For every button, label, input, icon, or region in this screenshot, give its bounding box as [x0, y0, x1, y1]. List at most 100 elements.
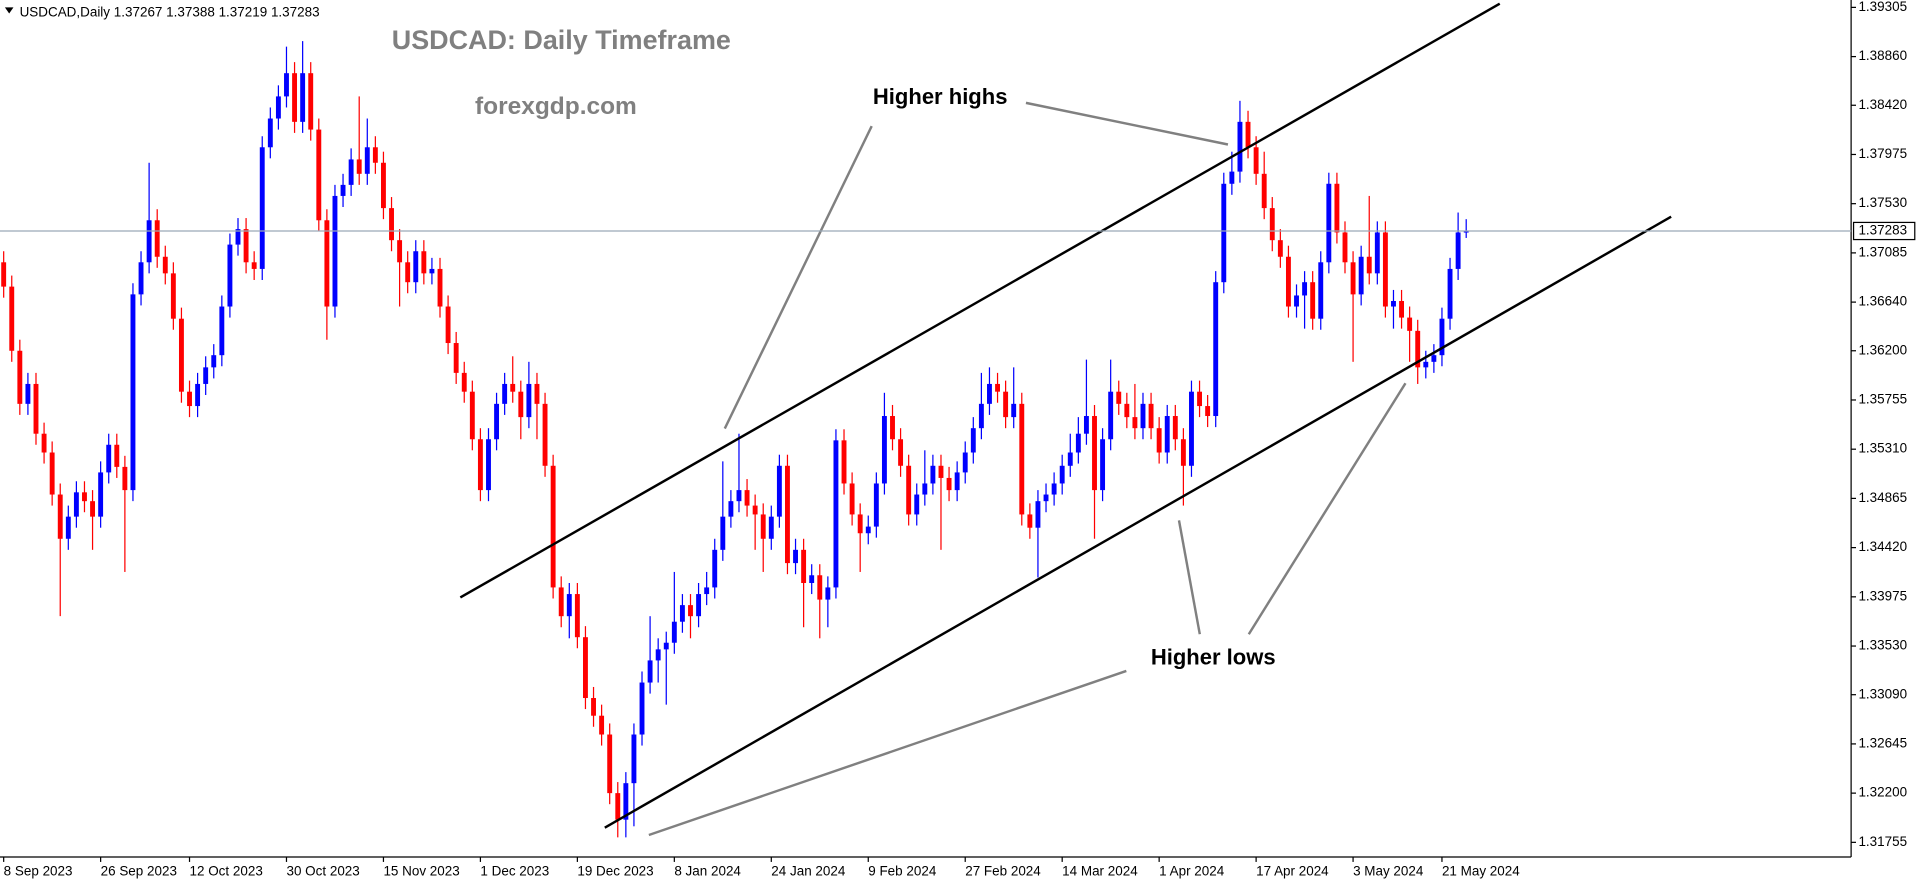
- y-tick-label: 1.36640: [1858, 294, 1907, 309]
- y-tick-label: 1.31755: [1858, 834, 1907, 849]
- candle-body: [308, 73, 314, 130]
- candle-body: [429, 268, 435, 274]
- candle-body: [1253, 147, 1259, 174]
- candle-body: [1108, 391, 1114, 440]
- candle-body: [1067, 452, 1073, 466]
- y-tick-label: 1.34865: [1858, 490, 1907, 505]
- candle-body: [502, 383, 508, 404]
- candle-body: [776, 465, 782, 517]
- candle-body: [1391, 300, 1396, 307]
- candle-body: [760, 514, 766, 539]
- candle-body: [566, 594, 572, 617]
- candle-body: [486, 439, 491, 491]
- candle-body: [316, 129, 322, 221]
- candle-body: [946, 477, 952, 491]
- candle-body: [1318, 262, 1324, 319]
- candle-body: [1051, 483, 1057, 495]
- candle-body: [663, 642, 669, 650]
- candle-body: [1189, 391, 1194, 466]
- candle-body: [785, 465, 790, 564]
- y-tick-label: 1.39305: [1858, 0, 1907, 14]
- candle-body: [1019, 403, 1025, 515]
- candle-body: [1261, 173, 1267, 209]
- x-tick-label: 8 Sep 2023: [4, 863, 73, 878]
- candle-body: [445, 306, 451, 344]
- candle-body: [300, 73, 306, 122]
- candle-body: [954, 472, 960, 491]
- candle-body: [1399, 300, 1405, 318]
- candle-body: [243, 229, 249, 263]
- candle-body: [1148, 403, 1154, 429]
- candle-body: [534, 383, 540, 404]
- x-tick-label: 15 Nov 2023: [383, 863, 459, 878]
- x-tick-label: 24 Jan 2024: [771, 863, 846, 878]
- candle-body: [881, 416, 887, 484]
- candle-body: [1213, 282, 1219, 417]
- candle-body: [170, 273, 176, 319]
- candle-body: [211, 355, 217, 368]
- annotation: Higher lows: [1151, 645, 1276, 670]
- candle-body: [405, 262, 411, 283]
- candle-body: [251, 262, 257, 269]
- candle-body: [356, 159, 362, 174]
- candle-body: [380, 162, 386, 209]
- candle-body: [1205, 406, 1211, 417]
- last-price-label: 1.37283: [1858, 223, 1907, 238]
- candle-body: [1164, 416, 1170, 453]
- candle-body: [865, 526, 871, 534]
- menu-triangle[interactable]: [4, 7, 14, 14]
- candle-body: [340, 184, 346, 196]
- candle-body: [1221, 183, 1227, 283]
- candle-body: [1092, 416, 1097, 491]
- y-tick-label: 1.33090: [1858, 686, 1907, 701]
- lower-channel-line: [604, 215, 1672, 829]
- candle-body: [219, 306, 225, 356]
- y-tick-label: 1.38420: [1858, 97, 1907, 112]
- candle-body: [146, 220, 152, 263]
- candle-body: [1043, 494, 1049, 502]
- candle-body: [1447, 268, 1453, 319]
- candle-body: [195, 383, 201, 407]
- candle-body: [154, 220, 160, 257]
- candle-body: [647, 660, 653, 683]
- candle-body: [558, 587, 564, 617]
- ohlc-open: 1.37267: [114, 4, 163, 19]
- candle-body: [1326, 183, 1332, 263]
- candle-body: [518, 391, 524, 418]
- candle-body: [1382, 232, 1388, 307]
- candle-body: [1197, 391, 1202, 407]
- candle-body: [41, 433, 47, 453]
- candle-body: [348, 159, 354, 185]
- candle-body: [421, 251, 427, 274]
- upper-channel-line: [459, 2, 1501, 599]
- candle-body: [1083, 416, 1089, 434]
- y-tick-label: 1.34420: [1858, 539, 1907, 554]
- candle-body: [1156, 428, 1162, 453]
- y-tick-label: 1.37530: [1858, 195, 1907, 210]
- x-tick-label: 30 Oct 2023: [286, 863, 359, 878]
- candle-body: [1415, 330, 1421, 368]
- candle-body: [1229, 171, 1235, 184]
- candle-body: [187, 391, 192, 407]
- candle-body: [1172, 416, 1178, 440]
- candle-body: [364, 147, 370, 174]
- chart-subtitle: forexgdp.com: [475, 93, 637, 120]
- candle-body: [599, 715, 605, 735]
- ohlc-close: 1.37283: [271, 4, 320, 19]
- candle-body: [1100, 439, 1106, 491]
- x-tick-label: 21 May 2024: [1442, 863, 1520, 878]
- candle-body: [857, 514, 863, 534]
- candle-body: [922, 483, 928, 495]
- candle-body: [970, 428, 976, 453]
- pointer: [648, 669, 1127, 837]
- candle-body: [203, 367, 209, 384]
- candle-body: [801, 549, 807, 584]
- candle-body: [1, 262, 7, 287]
- candle-body: [1310, 282, 1316, 319]
- candle-body: [655, 649, 661, 661]
- header: USDCAD,Daily 1.37267 1.37388 1.37219 1.3…: [20, 4, 320, 19]
- candle-body: [542, 403, 548, 466]
- candle-body: [33, 383, 39, 434]
- candle-body: [1140, 403, 1146, 429]
